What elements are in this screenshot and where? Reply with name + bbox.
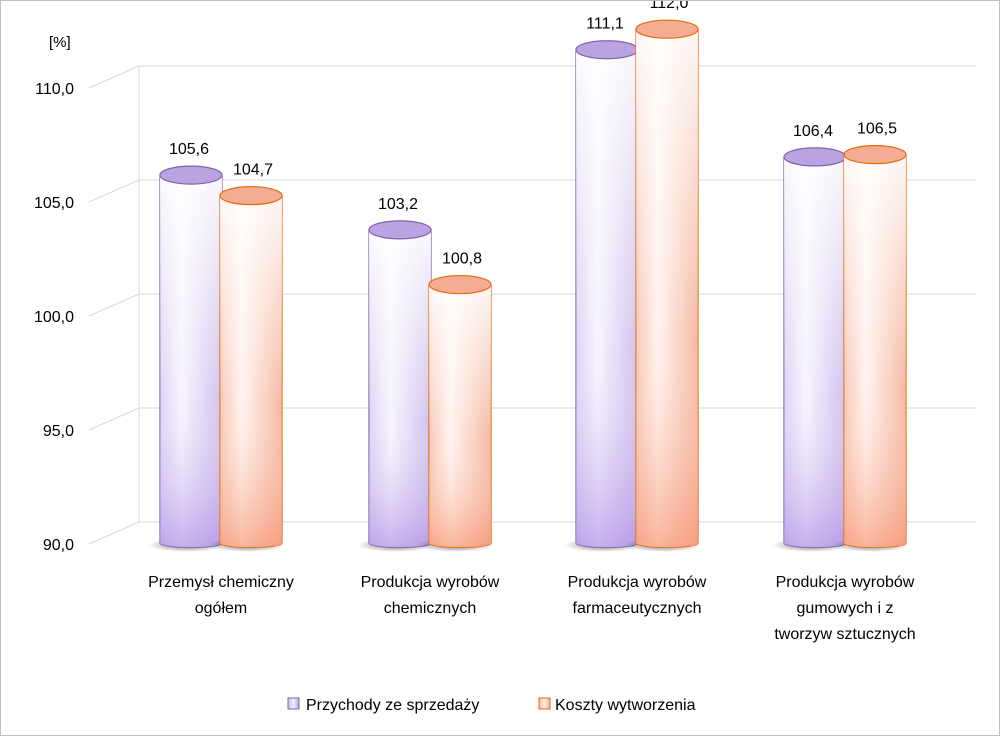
x-axis-category-labels: Przemysł chemiczny ogółem Produkcja wyrobó… <box>148 574 916 643</box>
legend-label-przychody: Przychody ze sprzedaży <box>306 697 479 714</box>
gridline <box>88 293 140 317</box>
bar-shading <box>784 156 846 548</box>
data-label: 104,7 <box>233 162 273 179</box>
gridline <box>88 65 140 89</box>
bar-cap <box>368 220 432 240</box>
legend: Przychody ze sprzedaży Koszty wytworzeni… <box>287 697 696 714</box>
bar-cap <box>159 165 223 185</box>
data-label: 111,1 <box>586 16 624 33</box>
y-axis-tick-labels: 90,0 95,0 100,0 105,0 110,0 <box>34 81 74 554</box>
bar-cap <box>219 186 283 206</box>
data-label: 100,8 <box>442 251 482 268</box>
legend-swatch-koszty <box>538 697 551 710</box>
data-label: 106,5 <box>857 121 897 138</box>
bar-cap <box>843 145 907 165</box>
data-label: 103,2 <box>378 196 418 213</box>
category-label: ogółem <box>195 600 247 617</box>
bars-layer: 105,6 103,2 111,1 106,4 104,7 100,8 112,0 106,5 <box>148 1 910 552</box>
y-tick-label: 90,0 <box>43 537 74 554</box>
data-label: 112,0 <box>650 1 689 12</box>
bar-shading <box>220 195 282 548</box>
bar-cap <box>428 274 492 295</box>
y-tick-label: 105,0 <box>34 195 74 212</box>
gridline <box>88 521 140 545</box>
bar-cap <box>575 40 639 60</box>
bar-cap <box>635 19 699 39</box>
y-tick-label: 95,0 <box>43 423 74 440</box>
y-tick-label: 100,0 <box>34 309 74 326</box>
bar-shading <box>369 229 431 548</box>
category-label: Produkcja wyrobów <box>568 574 707 591</box>
category-label: Przemysł chemiczny <box>148 574 294 591</box>
category-label: Produkcja wyrobów <box>776 574 915 591</box>
bar-shading <box>429 284 491 548</box>
bar-shading <box>844 154 906 548</box>
bar-shading <box>576 49 638 548</box>
bar-shading <box>160 175 222 548</box>
data-label: 106,4 <box>793 123 833 140</box>
category-label: tworzyw sztucznych <box>774 626 915 643</box>
bar-cap <box>783 147 847 167</box>
bar-shading <box>636 29 698 548</box>
data-label: 105,6 <box>169 141 209 158</box>
category-label: gumowych i z <box>797 600 894 617</box>
y-axis-unit-label: [%] <box>49 34 71 51</box>
gridline <box>88 179 140 203</box>
category-label: Produkcja wyrobów <box>361 574 500 591</box>
category-label: farmaceutycznych <box>573 600 702 617</box>
gridline <box>88 407 140 431</box>
y-tick-label: 110,0 <box>35 81 74 98</box>
legend-swatch-przychody <box>287 697 300 710</box>
category-label: chemicznych <box>384 600 476 617</box>
legend-label-koszty: Koszty wytworzenia <box>555 697 696 714</box>
